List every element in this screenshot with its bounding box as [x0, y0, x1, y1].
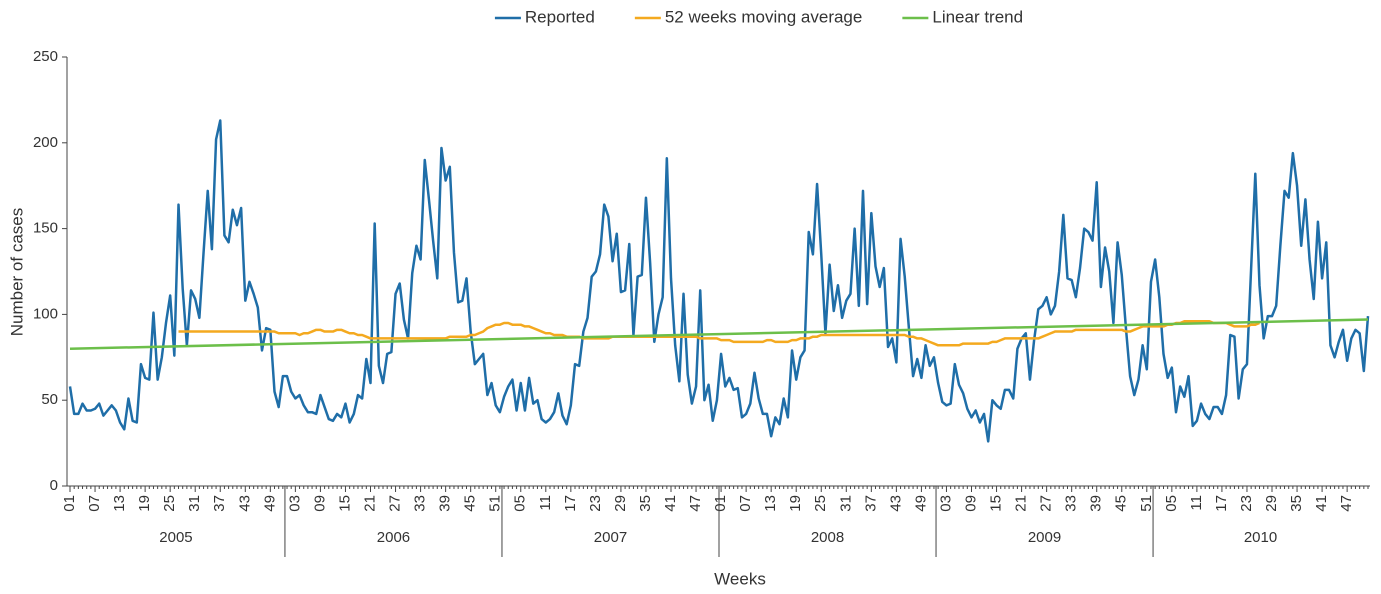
x-tick-label: 17 — [562, 495, 579, 512]
legend-label: Linear trend — [932, 7, 1023, 26]
series-line — [68, 119, 1370, 443]
x-tick-label: 31 — [837, 495, 854, 512]
group-label: 2006 — [377, 529, 410, 546]
y-tick-label: 50 — [41, 391, 58, 408]
group-label: 2005 — [159, 529, 192, 546]
x-tick-label: 01 — [712, 495, 729, 512]
x-tick-label: 35 — [637, 495, 654, 512]
x-tick-label: 27 — [1038, 495, 1055, 512]
x-tick-label: 21 — [361, 495, 378, 512]
x-tick-label: 37 — [862, 495, 879, 512]
x-axis-title: Weeks — [714, 569, 766, 588]
x-tick-label: 49 — [261, 495, 278, 512]
x-tick-label: 11 — [1188, 495, 1205, 511]
x-tick-label: 51 — [487, 495, 504, 512]
x-tick-label: 41 — [1313, 495, 1330, 512]
x-tick-label: 33 — [1063, 495, 1080, 512]
series-line — [178, 320, 1260, 347]
x-tick-label: 43 — [887, 495, 904, 512]
x-tick-label: 37 — [211, 495, 228, 512]
y-tick-label: 200 — [33, 134, 58, 151]
x-tick-label: 11 — [537, 495, 554, 511]
x-tick-label: 23 — [587, 495, 604, 512]
x-tick-label: 45 — [462, 495, 479, 512]
x-tick-label: 47 — [687, 495, 704, 512]
group-label: 2009 — [1028, 529, 1061, 546]
x-tick-label: 07 — [737, 495, 754, 512]
x-tick-label: 21 — [1013, 495, 1030, 512]
group-label: 2008 — [811, 529, 844, 546]
x-tick-label: 01 — [61, 495, 78, 512]
x-tick-label: 17 — [1213, 495, 1230, 512]
x-tick-label: 49 — [912, 495, 929, 512]
x-tick-label: 07 — [86, 495, 103, 512]
x-tick-label: 33 — [412, 495, 429, 512]
x-tick-label: 05 — [1163, 495, 1180, 512]
x-tick-label: 25 — [812, 495, 829, 512]
legend-label: 52 weeks moving average — [665, 7, 863, 26]
x-tick-label: 39 — [1088, 495, 1105, 512]
x-tick-label: 13 — [111, 495, 128, 512]
x-tick-label: 15 — [336, 495, 353, 512]
x-tick-label: 19 — [136, 495, 153, 512]
x-tick-label: 03 — [937, 495, 954, 512]
y-tick-label: 250 — [33, 48, 58, 65]
x-tick-label: 43 — [236, 495, 253, 512]
x-tick-label: 29 — [1263, 495, 1280, 512]
y-tick-label: 0 — [50, 477, 58, 494]
x-tick-label: 13 — [762, 495, 779, 512]
y-tick-label: 100 — [33, 305, 58, 322]
x-tick-label: 19 — [787, 495, 804, 512]
legend-label: Reported — [525, 7, 595, 26]
legend: Reported 52 weeks moving average Linear tr… — [494, 7, 1023, 26]
group-label: 2010 — [1244, 529, 1277, 546]
x-tick-label: 09 — [311, 495, 328, 512]
group-label: 2007 — [594, 529, 627, 546]
x-tick-label: 51 — [1138, 495, 1155, 512]
trend-line — [69, 318, 1369, 350]
x-tick-label: 39 — [437, 495, 454, 512]
x-tick-label: 25 — [161, 495, 178, 512]
x-tick-label: 47 — [1338, 495, 1355, 512]
x-tick-label: 23 — [1238, 495, 1255, 512]
y-tick-label: 150 — [33, 220, 58, 237]
x-tick-label: 09 — [962, 495, 979, 512]
x-tick-label: 45 — [1113, 495, 1130, 512]
x-tick-label: 41 — [662, 495, 679, 512]
x-tick-label: 35 — [1288, 495, 1305, 512]
x-tick-label: 27 — [387, 495, 404, 512]
x-tick-label: 03 — [286, 495, 303, 512]
x-tick-label: 05 — [512, 495, 529, 512]
x-tick-label: 29 — [612, 495, 629, 512]
y-axis-title: Number of cases — [7, 208, 26, 337]
x-tick-label: 31 — [186, 495, 203, 512]
x-tick-label: 15 — [988, 495, 1005, 512]
